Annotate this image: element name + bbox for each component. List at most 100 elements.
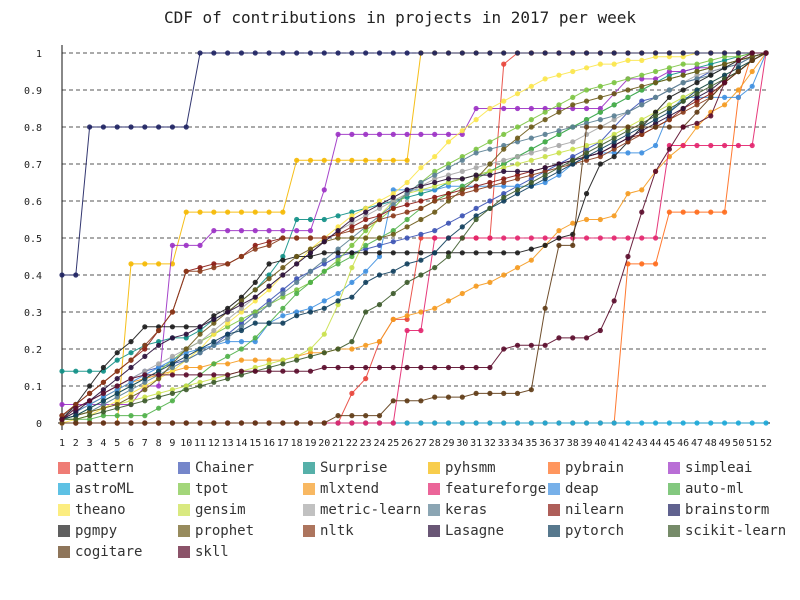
data-point xyxy=(708,113,714,119)
data-point xyxy=(390,194,396,200)
data-point xyxy=(721,72,728,78)
x-tick-label: 34 xyxy=(512,438,524,449)
x-tick-label: 28 xyxy=(429,438,441,449)
series-Surprise xyxy=(59,50,769,374)
data-point xyxy=(197,331,203,337)
x-tick-label: 2 xyxy=(73,438,79,449)
data-point xyxy=(252,246,258,252)
data-point xyxy=(418,398,424,404)
data-point xyxy=(252,298,258,304)
data-point xyxy=(142,353,148,359)
data-point xyxy=(528,183,534,189)
data-point xyxy=(376,202,383,208)
data-point xyxy=(583,131,590,137)
data-point xyxy=(528,135,534,141)
data-point xyxy=(501,98,507,104)
data-point xyxy=(266,239,272,245)
data-point xyxy=(266,361,272,367)
data-point xyxy=(307,235,314,241)
data-point xyxy=(225,331,231,337)
data-point xyxy=(542,179,548,186)
data-point xyxy=(514,154,521,160)
data-point xyxy=(363,209,369,215)
data-point xyxy=(197,339,203,345)
data-point xyxy=(363,224,369,230)
data-point xyxy=(597,216,603,223)
data-point xyxy=(390,398,396,404)
data-point xyxy=(418,131,424,137)
data-point xyxy=(321,257,327,263)
series-line xyxy=(61,52,767,420)
data-point xyxy=(294,276,300,282)
data-point xyxy=(376,253,383,260)
data-point xyxy=(652,80,659,86)
x-tick-label: 47 xyxy=(691,438,703,449)
data-point xyxy=(73,272,79,278)
data-point xyxy=(156,124,162,130)
data-point xyxy=(142,413,148,419)
data-point xyxy=(542,168,548,174)
legend-label: brainstorm xyxy=(685,502,770,518)
data-point xyxy=(142,420,148,426)
data-point xyxy=(432,394,438,400)
data-point xyxy=(487,168,493,174)
data-point xyxy=(349,413,355,419)
data-point xyxy=(225,228,231,234)
data-point xyxy=(128,357,134,363)
data-point xyxy=(100,379,107,385)
data-point xyxy=(611,91,617,97)
data-point xyxy=(335,228,341,234)
data-point xyxy=(142,394,148,400)
data-point xyxy=(211,261,217,267)
data-point xyxy=(611,154,617,160)
data-point xyxy=(238,294,245,300)
data-point xyxy=(708,94,714,100)
data-point xyxy=(183,268,189,274)
data-point xyxy=(721,94,728,100)
data-point xyxy=(390,205,396,211)
data-point xyxy=(570,220,576,226)
data-point xyxy=(114,387,120,393)
data-point xyxy=(542,235,548,241)
data-point xyxy=(652,76,659,82)
data-point xyxy=(349,224,355,230)
data-point xyxy=(294,357,300,363)
data-point xyxy=(73,413,79,419)
data-point xyxy=(556,142,562,149)
data-point xyxy=(335,346,341,352)
data-point xyxy=(570,94,576,100)
data-point xyxy=(376,235,383,241)
data-point xyxy=(721,65,728,71)
data-point xyxy=(128,398,134,404)
legend-swatch xyxy=(428,504,440,516)
data-point xyxy=(169,242,176,248)
data-point xyxy=(266,209,272,215)
data-point xyxy=(666,50,672,56)
x-tick-label: 48 xyxy=(705,438,717,449)
data-point xyxy=(611,50,617,56)
data-point xyxy=(280,313,286,319)
data-point xyxy=(183,242,189,248)
data-point xyxy=(363,364,369,371)
data-point xyxy=(252,364,258,371)
data-point xyxy=(307,50,314,56)
data-point xyxy=(625,150,631,156)
data-point xyxy=(445,191,452,197)
data-point xyxy=(183,346,189,352)
data-point xyxy=(487,172,493,178)
data-point xyxy=(666,117,672,123)
data-point xyxy=(528,235,534,241)
data-point xyxy=(114,368,120,374)
data-point xyxy=(211,320,217,326)
x-tick-label: 9 xyxy=(169,438,175,449)
data-point xyxy=(183,335,189,341)
data-point xyxy=(652,94,659,100)
legend-swatch xyxy=(548,525,560,537)
data-point xyxy=(404,327,410,334)
legend-swatch xyxy=(668,483,680,495)
legend-item: scikit-learn xyxy=(668,521,786,541)
data-point xyxy=(418,198,424,204)
data-point xyxy=(404,157,410,163)
data-point xyxy=(528,50,534,56)
data-point xyxy=(528,172,534,178)
